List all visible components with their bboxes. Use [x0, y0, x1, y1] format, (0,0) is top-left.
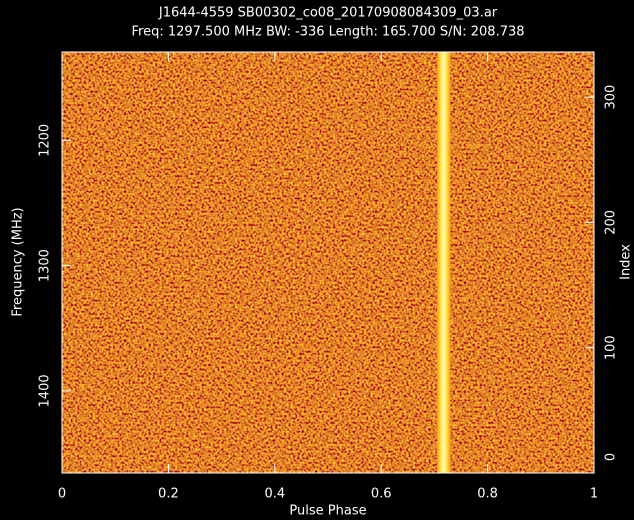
x-tick-label: 0.2	[158, 487, 179, 502]
x-tick-label: 0.4	[264, 487, 285, 502]
y-tick-label: 1400	[38, 374, 53, 407]
y-tick-label: 1300	[38, 249, 53, 282]
y2-tick-label: 300	[604, 85, 619, 110]
x-tick-label: 0.8	[477, 487, 498, 502]
y-axis-label: Frequency (MHz)	[11, 207, 26, 316]
y2-axis-label: Index	[619, 244, 634, 280]
y2-tick-label: 100	[604, 335, 619, 360]
pulse-band	[437, 52, 451, 473]
noise-texture	[62, 52, 594, 473]
x-tick-label: 1	[590, 487, 598, 502]
x-tick-label: 0	[58, 487, 66, 502]
x-tick-label: 0.6	[371, 487, 392, 502]
x-axis-label: Pulse Phase	[289, 504, 366, 519]
y2-tick-label: 0	[604, 453, 619, 461]
chart-subtitle: Freq: 1297.500 MHz BW: -336 Length: 165.…	[131, 25, 524, 40]
y2-tick-label: 200	[604, 210, 619, 235]
chart-title: J1644-4559 SB00302_co08_20170908084309_0…	[158, 6, 498, 21]
plot-frame	[61, 51, 595, 474]
y-tick-label: 1200	[38, 124, 53, 157]
